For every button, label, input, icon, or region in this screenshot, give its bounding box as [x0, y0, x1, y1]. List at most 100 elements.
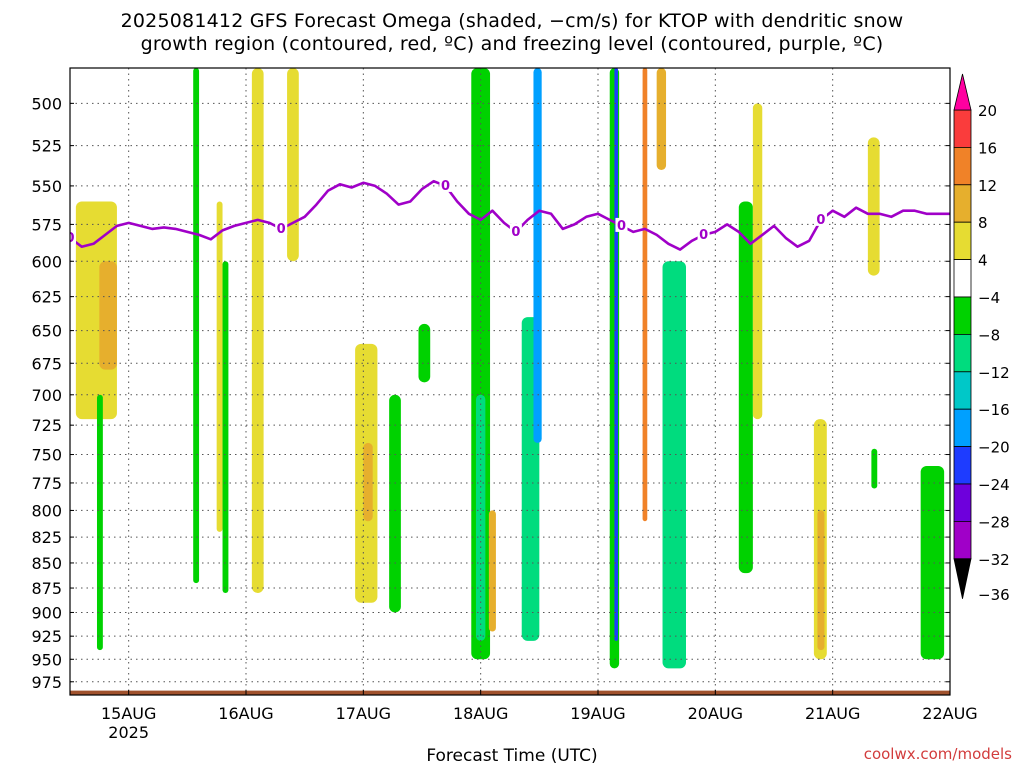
y-tick-label-625: 625	[31, 288, 62, 307]
colorbar-label-0: 20	[978, 102, 997, 120]
x-tick-label-16AUG: 16AUG	[218, 704, 273, 723]
y-axis: 500 525 550 575 600 625 650 675 700 725 750 775 800 8…	[31, 94, 950, 692]
omega-feature-21	[662, 261, 686, 669]
omega-feature-20	[656, 68, 667, 171]
freezing-level-layer: 0 0 0 0 0 0 0	[65, 177, 950, 251]
colorbar-label-2: 12	[978, 177, 997, 195]
x-tick-label-19AUG: 19AUG	[570, 704, 625, 723]
colorbar-segment-8	[953, 259, 972, 298]
freezing-level-label-3: 0	[511, 225, 520, 240]
omega-feature-16	[533, 68, 542, 443]
omega-feature-13	[475, 394, 486, 641]
colorbar-label-11: −28	[978, 513, 1010, 531]
omega-feature-28	[920, 466, 945, 660]
x-tick-label-17AUG: 17AUG	[336, 704, 391, 723]
y-tick-label-875: 875	[31, 579, 62, 598]
x-tick-label-21AUG: 21AUG	[805, 704, 860, 723]
colorbar-label-6: −8	[978, 326, 1000, 344]
colorbar-label-9: −20	[978, 439, 1010, 457]
freezing-level-label-bg-4	[615, 217, 628, 232]
omega-feature-9	[363, 442, 373, 522]
omega-feature-18	[614, 68, 618, 641]
colorbar-segment-4	[953, 408, 972, 448]
freezing-level-label-1: 0	[277, 222, 286, 237]
colorbar-label-13: −36	[978, 586, 1010, 604]
x-tick-label-22AUG: 22AUG	[922, 704, 977, 723]
colorbar-segment-1	[953, 521, 972, 560]
grid-layer	[70, 68, 950, 695]
x-tick-label-18AUG: 18AUG	[453, 704, 508, 723]
omega-feature-10	[389, 394, 401, 613]
y-tick-label-775: 775	[31, 474, 62, 493]
colorbar-segment-5	[953, 371, 972, 410]
omega-feature-25	[817, 510, 825, 651]
colorbar-arrow-bottom	[953, 558, 972, 599]
omega-feature-26	[867, 137, 880, 276]
y-tick-label-925: 925	[31, 627, 62, 646]
x-axis-title: Forecast Time (UTC)	[426, 746, 598, 766]
omega-feature-11	[418, 323, 431, 383]
y-tick-label-800: 800	[31, 501, 62, 520]
colorbar-label-5: −4	[978, 289, 1000, 307]
y-tick-label-550: 550	[31, 177, 62, 196]
chart-title-line-2: growth region (contoured, red, ºC) and f…	[140, 33, 884, 55]
colorbar-label-12: −32	[978, 551, 1010, 569]
colorbar-segment-2	[953, 483, 972, 522]
freezing-level-label-4: 0	[617, 219, 626, 234]
y-tick-label-600: 600	[31, 252, 62, 271]
colorbar-label-1: 16	[978, 139, 997, 157]
omega-feature-19	[642, 68, 648, 522]
plot-frame	[69, 67, 951, 696]
freezing-level-label-bg-1	[275, 220, 288, 235]
colorbar-segment-10	[953, 184, 972, 223]
colorbar-label-4: 4	[978, 252, 988, 270]
y-tick-label-650: 650	[31, 322, 62, 341]
omega-colorbar: 20 16 12 8 4 −4 −8 −12 −16 −20 −24 −28 −32 −36	[953, 73, 1010, 604]
y-tick-label-900: 900	[31, 603, 62, 622]
y-tick-label-500: 500	[31, 94, 62, 113]
omega-feature-3	[193, 68, 200, 584]
omega-feature-27	[871, 448, 878, 489]
y-tick-label-825: 825	[31, 528, 62, 547]
freezing-level-label-0: 0	[65, 231, 74, 246]
y-tick-label-525: 525	[31, 137, 62, 156]
chart-title-line-1: 2025081412 GFS Forecast Omega (shaded, −…	[120, 10, 904, 32]
omega-shading-layer	[75, 68, 945, 669]
y-tick-label-700: 700	[31, 386, 62, 405]
colorbar-label-7: −12	[978, 364, 1010, 382]
below-ground-band	[70, 690, 950, 695]
x-tick-label-15AUG: 15AUG	[101, 704, 156, 723]
omega-feature-2	[96, 394, 103, 651]
freezing-level-label-bg-2	[439, 177, 452, 192]
y-tick-label-750: 750	[31, 446, 62, 465]
omega-feature-14	[488, 510, 496, 632]
omega-feature-7	[287, 68, 299, 262]
omega-feature-1	[99, 261, 117, 370]
colorbar-segment-3	[953, 446, 972, 485]
x-axis: 15AUG 16AUG 17AUG 18AUG 19AUG 20AUG 21AUG 22AUG…	[101, 690, 978, 742]
colorbar-arrow-top	[953, 73, 972, 111]
surface-layer	[70, 690, 950, 695]
freezing-level-label-bg-5	[697, 226, 710, 241]
y-tick-label-975: 975	[31, 673, 62, 692]
freezing-level-label-2: 0	[441, 179, 450, 194]
freezing-level-label-bg-3	[509, 223, 522, 238]
colorbar-label-10: −24	[978, 476, 1010, 494]
freezing-level-label-5: 0	[699, 228, 708, 243]
omega-feature-4	[216, 201, 223, 532]
omega-feature-22	[738, 201, 753, 574]
y-tick-label-675: 675	[31, 354, 62, 373]
colorbar-segment-12	[953, 109, 972, 148]
x-tick-label-20AUG: 20AUG	[688, 704, 743, 723]
source-credit: coolwx.com/models	[863, 745, 1012, 763]
colorbar-segment-11	[953, 146, 972, 186]
colorbar-label-8: −16	[978, 401, 1010, 419]
colorbar-segment-7	[953, 296, 972, 335]
y-tick-label-950: 950	[31, 650, 62, 669]
y-tick-label-725: 725	[31, 416, 62, 435]
x-year-label: 2025	[108, 723, 149, 742]
y-tick-label-575: 575	[31, 215, 62, 234]
freezing-level-label-6: 0	[816, 213, 825, 228]
colorbar-segment-9	[953, 221, 972, 260]
